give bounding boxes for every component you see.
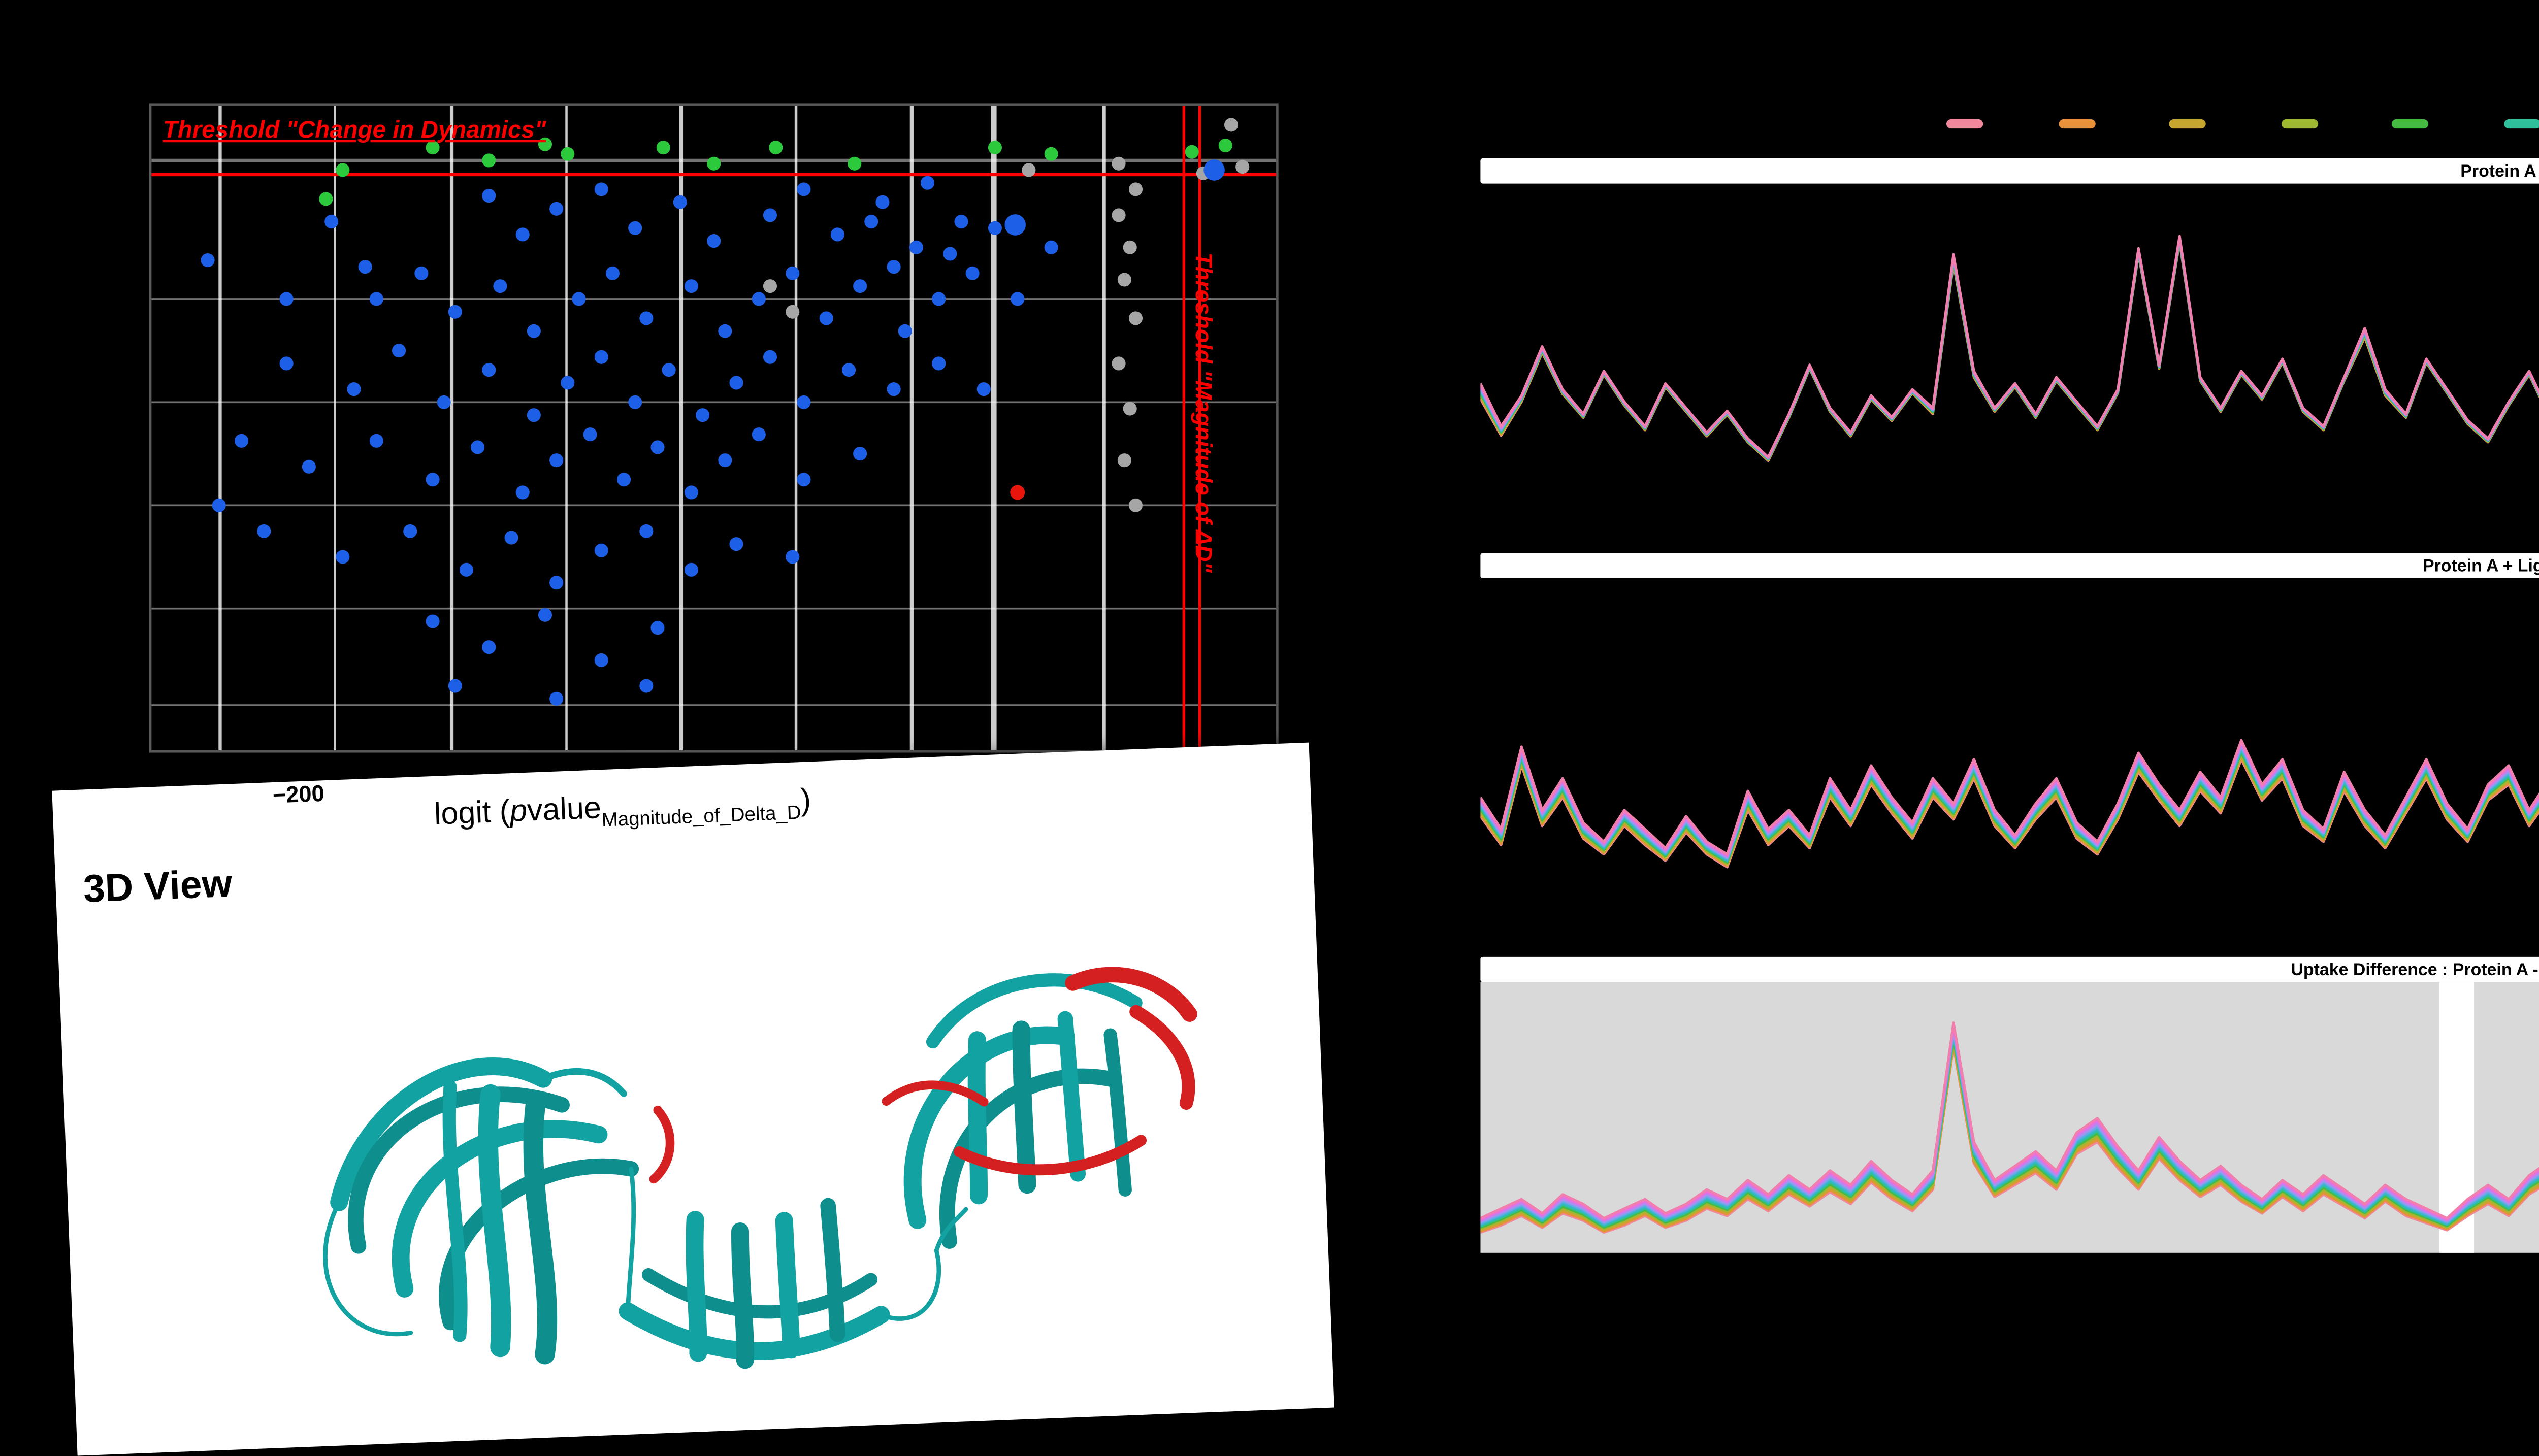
chart-title-uptake-difference: Uptake Difference : Protein A - (Protein… bbox=[2291, 959, 2539, 980]
uptake-difference-chart[interactable] bbox=[1480, 982, 2539, 1253]
volcano-scatter-canvas[interactable] bbox=[151, 105, 1277, 751]
volcano-plot-panel: Threshold "Change in Dynamics" Threshold… bbox=[149, 103, 1279, 753]
x-axis-label-p: p bbox=[509, 793, 528, 829]
legend-dash[interactable] bbox=[2391, 119, 2429, 127]
legend-dash[interactable] bbox=[2280, 119, 2317, 127]
legend-dash[interactable] bbox=[2503, 119, 2539, 127]
app-root: Threshold "Change in Dynamics" Threshold… bbox=[52, 103, 2539, 1456]
x-axis-label-suffix: ) bbox=[800, 782, 812, 817]
protein-ribbon bbox=[323, 967, 1197, 1369]
legend-dash[interactable] bbox=[2169, 119, 2206, 127]
legend-dash[interactable] bbox=[1946, 119, 1983, 127]
x-axis-tick: −200 bbox=[272, 782, 325, 810]
x-axis-label-prefix: logit ( bbox=[433, 793, 511, 832]
threshold-change-in-dynamics-label: Threshold "Change in Dynamics" bbox=[162, 117, 546, 145]
viewer-3d-title: 3D View bbox=[82, 862, 233, 912]
chart-title-bar-protein-a: Protein A bbox=[1480, 158, 2539, 184]
chart-title-bar-uptake-difference: Uptake Difference : Protein A - (Protein… bbox=[1480, 956, 2539, 982]
threshold-magnitude-label: Threshold "Magnitude of ΔD" bbox=[1189, 252, 1215, 573]
legend-dash[interactable] bbox=[2058, 119, 2095, 127]
protein-3d-structure[interactable] bbox=[200, 884, 1240, 1423]
uptake-chart-protein-a-ligand[interactable] bbox=[1480, 578, 2539, 939]
timepoint-legend bbox=[1946, 119, 2539, 127]
uptake-chart-protein-a[interactable] bbox=[1480, 184, 2539, 533]
x-axis-label-subscript: Magnitude_of_Delta_D bbox=[601, 800, 802, 831]
viewer-3d-panel: −200 logit (pvalueMagnitude_of_Delta_D) … bbox=[52, 742, 1334, 1456]
chart-title-protein-a: Protein A bbox=[2460, 160, 2536, 182]
x-axis-label-text: value bbox=[526, 790, 602, 828]
x-axis-label: logit (pvalueMagnitude_of_Delta_D) bbox=[434, 782, 812, 837]
chart-title-protein-a-ligand: Protein A + Ligand bbox=[2423, 555, 2539, 576]
chart-title-bar-protein-a-ligand: Protein A + Ligand bbox=[1480, 553, 2539, 579]
